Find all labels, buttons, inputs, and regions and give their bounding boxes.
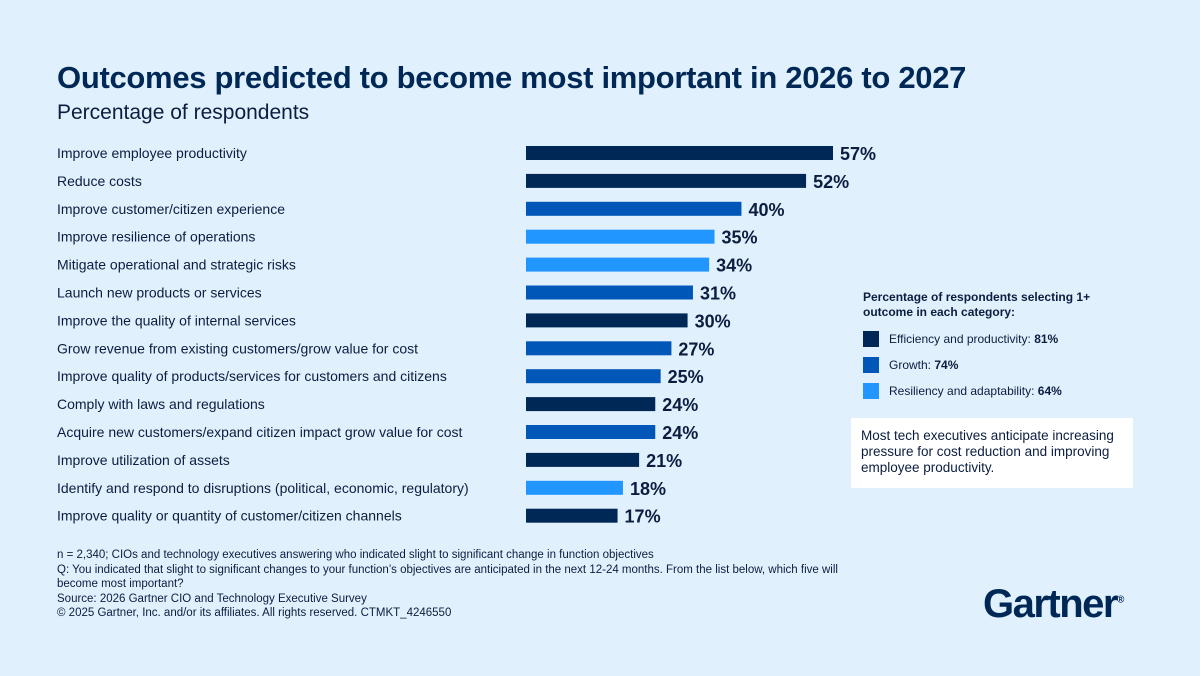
- gartner-logo: Gartner®: [983, 582, 1125, 626]
- bar-chart: Improve employee productivity 57% Reduce c…: [57, 144, 876, 527]
- bar: [526, 173, 807, 188]
- legend-item-growth: Growth: 74%: [863, 356, 1093, 373]
- legend-item-efficiency: Efficiency and productivity: 81%: [863, 330, 1093, 347]
- value-label: 18%: [630, 479, 666, 499]
- legend-item-resiliency: Resiliency and adaptability: 64%: [863, 382, 1093, 399]
- legend-label: Growth:: [889, 357, 935, 372]
- value-label: 31%: [700, 284, 736, 304]
- legend-value: 81%: [1034, 331, 1059, 346]
- category-label: Reduce costs: [57, 173, 142, 189]
- category-label: Improve quality or quantity of customer/…: [57, 508, 402, 524]
- value-label: 34%: [716, 256, 752, 276]
- value-label: 24%: [662, 423, 698, 443]
- bar: [526, 452, 640, 467]
- category-label: Improve the quality of internal services: [57, 312, 296, 328]
- category-label: Identify and respond to disruptions (pol…: [57, 480, 469, 496]
- category-label: Improve employee productivity: [57, 145, 247, 161]
- legend-label: Efficiency and productivity:: [889, 331, 1035, 346]
- value-label: 30%: [695, 311, 731, 331]
- category-label: Grow revenue from existing customers/gro…: [57, 340, 418, 356]
- category-label: Improve customer/citizen experience: [57, 201, 285, 217]
- bar: [526, 480, 623, 495]
- value-label: 17%: [625, 507, 661, 527]
- category-label: Acquire new customers/expand citizen imp…: [57, 424, 463, 440]
- category-label: Improve utilization of assets: [57, 452, 230, 468]
- bar: [526, 201, 742, 216]
- bar: [526, 369, 661, 384]
- category-label: Improve quality of products/services for…: [57, 368, 447, 384]
- legend-swatch: [863, 330, 879, 347]
- value-label: 52%: [813, 172, 849, 192]
- bar: [526, 508, 618, 523]
- value-label: 40%: [748, 200, 784, 220]
- category-label: Comply with laws and regulations: [57, 396, 265, 412]
- value-label: 24%: [662, 395, 698, 415]
- category-label: Improve resilience of operations: [57, 229, 255, 245]
- value-label: 35%: [722, 228, 758, 248]
- footnote-source: Source: 2026 Gartner CIO and Technology …: [57, 592, 367, 605]
- legend: Percentage of respondents selecting 1+ o…: [863, 290, 1093, 408]
- bar: [526, 313, 688, 328]
- chart-subtitle: Percentage of respondents: [57, 101, 310, 124]
- bar: [526, 146, 833, 160]
- value-label: 57%: [840, 144, 876, 164]
- legend-value: 74%: [934, 357, 959, 372]
- bar: [526, 397, 656, 412]
- legend-value: 64%: [1037, 383, 1062, 398]
- footnotes: n = 2,340; CIOs and technology executive…: [57, 548, 857, 621]
- value-label: 25%: [668, 367, 704, 387]
- legend-swatch: [863, 356, 879, 373]
- legend-swatch: [863, 382, 879, 399]
- footnote-question: Q: You indicated that slight to signific…: [57, 563, 838, 591]
- category-label: Mitigate operational and strategic risks: [57, 257, 296, 273]
- chart-title: Outcomes predicted to become most import…: [57, 60, 967, 95]
- legend-label: Resiliency and adaptability:: [889, 383, 1038, 398]
- footnote-copyright: © 2025 Gartner, Inc. and/or its affiliat…: [57, 607, 452, 619]
- value-label: 21%: [646, 451, 682, 471]
- bar: [526, 341, 672, 356]
- legend-heading: Percentage of respondents selecting 1+ o…: [863, 290, 1091, 319]
- category-label: Launch new products or services: [57, 285, 262, 301]
- bar: [526, 425, 656, 439]
- bar: [526, 285, 693, 300]
- bar: [526, 257, 710, 272]
- footnote-n: n = 2,340; CIOs and technology executive…: [57, 549, 654, 561]
- callout-note: Most tech executives anticipate increasi…: [851, 418, 1133, 488]
- value-label: 27%: [678, 339, 714, 359]
- bar: [526, 229, 715, 244]
